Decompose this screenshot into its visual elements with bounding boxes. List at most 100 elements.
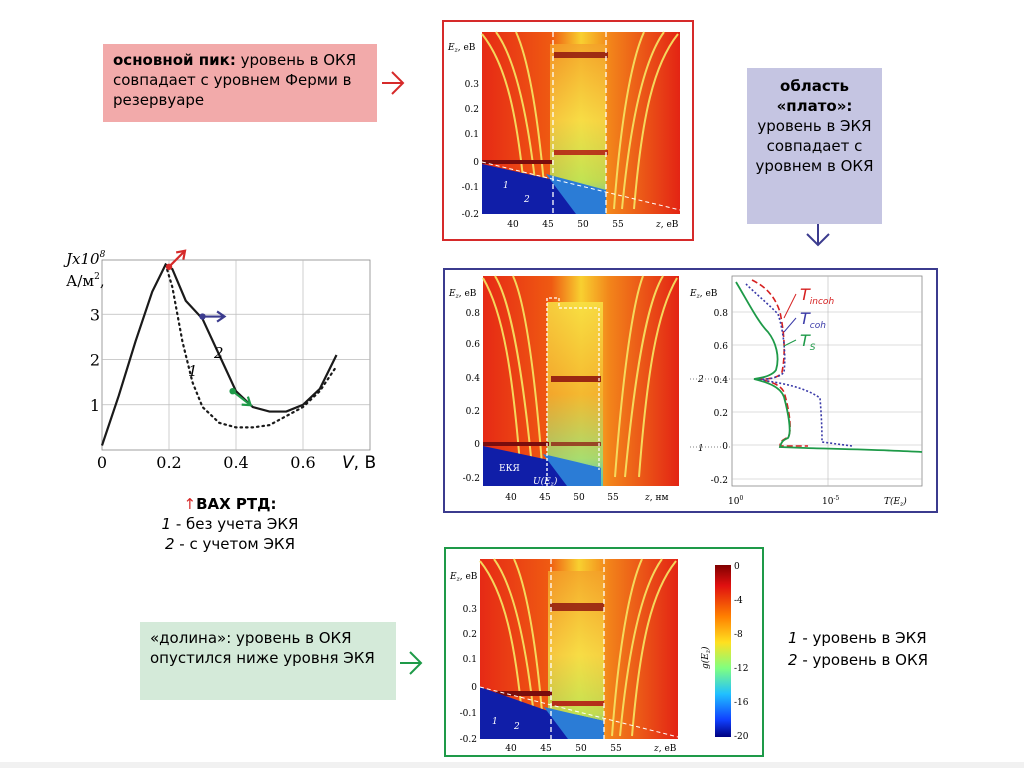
svg-text:50: 50	[573, 493, 585, 503]
svg-text:z, eB: z, eB	[653, 744, 677, 753]
iv-xlabel: V, В	[342, 453, 376, 473]
peak-note-text: уровень в ОКЯ совпадает с уровнем Ферми …	[113, 51, 357, 109]
svg-text:40: 40	[507, 220, 519, 230]
svg-text:2: 2	[513, 722, 520, 732]
svg-text:0.1: 0.1	[465, 130, 479, 140]
svg-text:0.2: 0.2	[466, 407, 480, 417]
iv-xtick: 0.2	[156, 453, 181, 472]
svg-text:1: 1	[698, 444, 704, 454]
iv-ytick: 1	[90, 396, 100, 415]
svg-text:100: 100	[728, 495, 743, 507]
svg-text:0.2: 0.2	[463, 630, 477, 640]
transmission-chart: 2 1 Ez, eB 0.8 0.6 0.4 0.2 0 -0.2 100 10…	[688, 275, 923, 508]
peak-note: основной пик: уровень в ОКЯ совпадает с …	[103, 44, 377, 122]
svg-text:TS: TS	[800, 331, 816, 353]
svg-text:-0.1: -0.1	[462, 183, 479, 193]
svg-text:55: 55	[612, 220, 624, 230]
svg-text:Tcoh: Tcoh	[800, 309, 826, 331]
svg-text:Ez, eB: Ez, eB	[449, 572, 478, 583]
top-heatmap: Ez, eB 0.3 0.2 0.1 0 -0.1 -0.2 40 45 50 …	[447, 31, 681, 230]
plateau-arrow-icon	[806, 224, 830, 247]
svg-text:0.8: 0.8	[714, 309, 729, 319]
svg-text:55: 55	[607, 493, 619, 503]
svg-text:45: 45	[539, 493, 551, 503]
caption-line1-text: - без учета ЭКЯ	[171, 515, 299, 533]
svg-text:Ez, eB: Ez, eB	[448, 289, 477, 300]
level-legend-2-text: - уровень в ОКЯ	[797, 651, 929, 669]
valley-arrow-icon	[400, 651, 423, 675]
svg-text:40: 40	[505, 493, 517, 503]
plateau-note: область «плато»: уровень в ЭКЯ совпадает…	[747, 68, 882, 224]
svg-text:0.4: 0.4	[714, 376, 729, 386]
caption-line1-num: 1	[161, 515, 172, 533]
level-legend-2-num: 2	[788, 651, 798, 669]
svg-text:-20: -20	[734, 732, 749, 742]
iv-xtick: 0.4	[223, 453, 248, 472]
bottom-heatmap: Ez, eB 0.3 0.2 0.1 0 -0.1 -0.2 40 45 50 …	[449, 558, 749, 753]
svg-text:1: 1	[492, 717, 498, 727]
svg-text:2: 2	[523, 195, 530, 205]
svg-text:10-5: 10-5	[822, 495, 839, 507]
caption-line2-num: 2	[164, 535, 175, 553]
svg-text:z, нм: z, нм	[644, 493, 668, 503]
caption-arrow-icon: ↑	[183, 495, 197, 513]
plateau-note-line1: область	[780, 77, 849, 95]
iv-ytick: 2	[90, 351, 100, 370]
svg-text:2: 2	[697, 375, 704, 385]
caption-title: ВАХ РТД:	[196, 495, 277, 513]
svg-text:0.3: 0.3	[463, 605, 478, 615]
svg-text:-12: -12	[734, 664, 749, 674]
level-legend-1-text: - уровень в ЭКЯ	[797, 629, 927, 647]
middle-heatmap: Ez, eB 0.8 0.6 0.4 0.2 0 -0.2 40 45 50 5…	[448, 275, 679, 503]
iv-series-1	[164, 263, 338, 429]
svg-text:0: 0	[734, 562, 740, 572]
peak-note-bold: основной пик:	[113, 51, 236, 69]
colorbar: 0 -4 -8 -12 -16 -20 g(Ez)	[700, 562, 749, 742]
peak-arrow-icon	[382, 71, 405, 95]
svg-text:-0.1: -0.1	[460, 709, 477, 719]
svg-text:0: 0	[473, 158, 479, 168]
iv-plateau-arrow-icon	[202, 310, 227, 323]
svg-text:45: 45	[542, 220, 554, 230]
level-legend-1-num: 1	[788, 629, 798, 647]
plateau-note-line2: «плато»:	[776, 97, 853, 115]
svg-text:0: 0	[474, 440, 480, 450]
valley-note-text: «долина»: уровень в ОКЯ опустился ниже у…	[150, 629, 375, 667]
svg-text:40: 40	[505, 744, 517, 753]
svg-text:0.8: 0.8	[466, 309, 481, 319]
svg-text:1: 1	[503, 181, 509, 191]
svg-text:-4: -4	[734, 596, 743, 606]
svg-text:0: 0	[471, 683, 477, 693]
iv-caption: ↑ВАХ РТД: 1 - без учета ЭКЯ 2 - с учетом…	[130, 494, 330, 554]
svg-text:50: 50	[577, 220, 589, 230]
level-legend: 1 - уровень в ЭКЯ 2 - уровень в ОКЯ	[788, 627, 988, 671]
svg-text:0.2: 0.2	[714, 409, 728, 419]
iv-series-2	[100, 262, 338, 446]
svg-text:z, eB: z, eB	[655, 220, 679, 230]
iv-xtick: 0.6	[290, 453, 315, 472]
svg-text:50: 50	[575, 744, 587, 753]
svg-text:0.2: 0.2	[465, 105, 479, 115]
iv-ytick: 3	[90, 305, 100, 324]
svg-text:Tincoh: Tincoh	[800, 285, 834, 307]
svg-text:U(Ez): U(Ez)	[533, 476, 558, 488]
svg-text:-16: -16	[734, 698, 749, 708]
iv-valley-arrow-icon	[231, 390, 253, 407]
svg-text:T(Ez): T(Ez)	[884, 496, 907, 508]
svg-text:0: 0	[722, 442, 728, 452]
iv-curve-label-2: 2	[213, 344, 224, 362]
plateau-note-text: уровень в ЭКЯ совпадает с уровнем в ОКЯ	[755, 117, 874, 175]
iv-ylabel: Jx108	[63, 250, 106, 268]
svg-text:55: 55	[610, 744, 622, 753]
svg-text:-0.2: -0.2	[711, 476, 728, 486]
svg-text:0.6: 0.6	[714, 342, 729, 352]
footer-strip	[0, 762, 1024, 768]
svg-text:g(Ez): g(Ez)	[700, 646, 712, 669]
svg-text:0.1: 0.1	[463, 655, 477, 665]
valley-note: «долина»: уровень в ОКЯ опустился ниже у…	[140, 622, 396, 700]
svg-text:0.4: 0.4	[466, 374, 481, 384]
svg-text:ЕКЯ: ЕКЯ	[499, 464, 520, 474]
svg-text:-8: -8	[734, 630, 743, 640]
iv-curve-label-1: 1	[188, 362, 198, 380]
